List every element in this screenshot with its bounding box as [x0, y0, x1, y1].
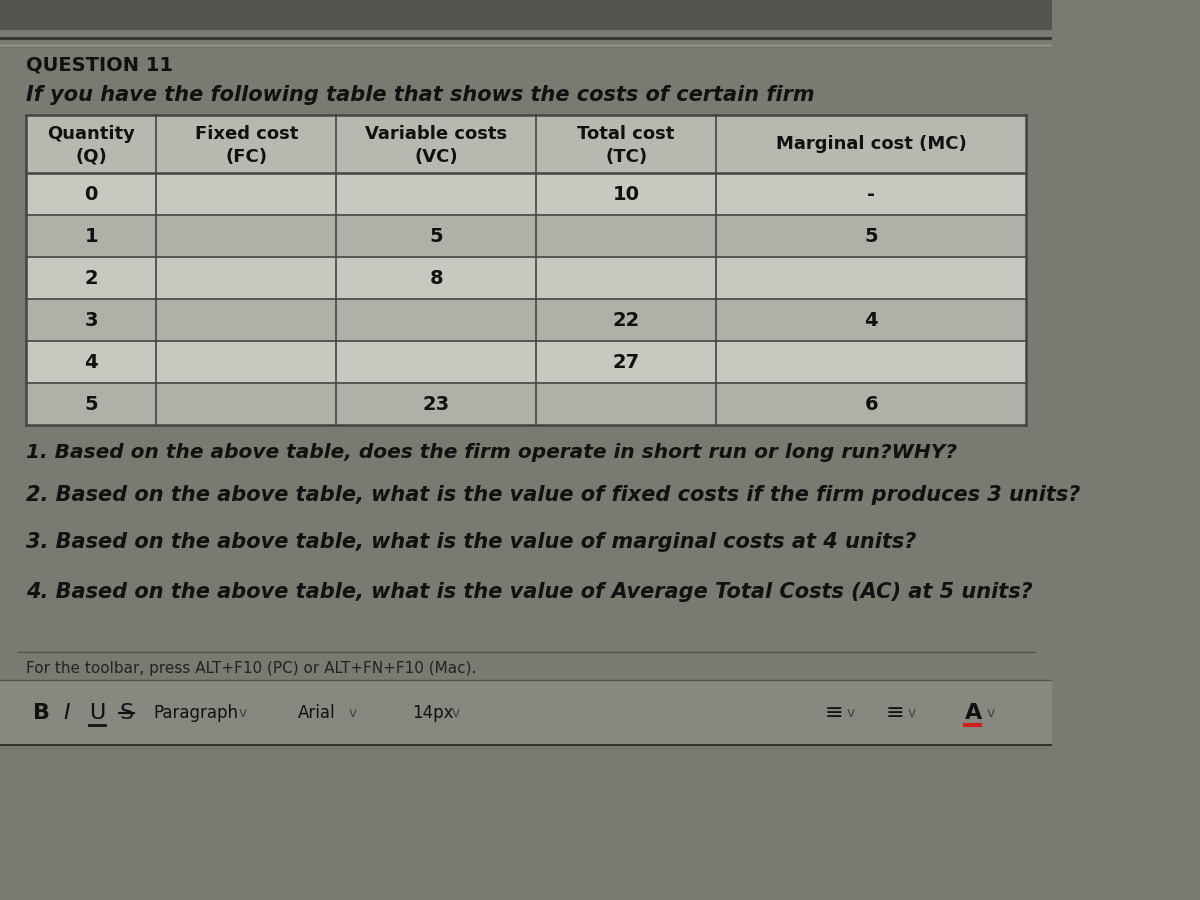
Text: 4. Based on the above table, what is the value of Average Total Costs (AC) at 5 : 4. Based on the above table, what is the… — [26, 582, 1033, 602]
Text: v: v — [846, 706, 854, 720]
Bar — [0, 0, 1052, 30]
Text: 1: 1 — [84, 227, 98, 246]
Text: 27: 27 — [613, 353, 640, 372]
Text: (FC): (FC) — [226, 148, 268, 166]
Bar — [0, 680, 1052, 745]
Bar — [26, 299, 1026, 341]
Text: 8: 8 — [430, 268, 443, 287]
Text: 14px: 14px — [412, 704, 454, 722]
Bar — [26, 115, 1026, 173]
Text: -: - — [868, 184, 875, 203]
Text: Fixed cost: Fixed cost — [194, 125, 298, 143]
Bar — [26, 383, 1026, 425]
Text: (VC): (VC) — [414, 148, 458, 166]
Text: 2: 2 — [84, 268, 98, 287]
Text: 22: 22 — [612, 310, 640, 329]
Text: B: B — [34, 703, 50, 723]
Text: 4: 4 — [864, 310, 878, 329]
Text: v: v — [451, 706, 460, 720]
Bar — [26, 173, 1026, 215]
Text: A: A — [965, 703, 982, 723]
Text: v: v — [348, 706, 356, 720]
Text: For the toolbar, press ALT+F10 (PC) or ALT+FN+F10 (Mac).: For the toolbar, press ALT+F10 (PC) or A… — [26, 661, 476, 676]
Text: 5: 5 — [430, 227, 443, 246]
Text: QUESTION 11: QUESTION 11 — [26, 56, 173, 75]
Text: Arial: Arial — [298, 704, 336, 722]
Text: Paragraph: Paragraph — [154, 704, 239, 722]
Text: If you have the following table that shows the costs of certain firm: If you have the following table that sho… — [26, 85, 815, 105]
Text: 5: 5 — [84, 394, 98, 413]
Text: U: U — [90, 703, 106, 723]
Text: (Q): (Q) — [76, 148, 107, 166]
Text: v: v — [239, 706, 247, 720]
Bar — [26, 341, 1026, 383]
Text: ≡: ≡ — [824, 703, 842, 723]
Text: 2. Based on the above table, what is the value of fixed costs if the firm produc: 2. Based on the above table, what is the… — [26, 485, 1081, 505]
Text: Quantity: Quantity — [47, 125, 136, 143]
Text: 3. Based on the above table, what is the value of marginal costs at 4 units?: 3. Based on the above table, what is the… — [26, 532, 917, 552]
Text: v: v — [986, 706, 995, 720]
Text: 1. Based on the above table, does the firm operate in short run or long run?​WHY: 1. Based on the above table, does the fi… — [26, 443, 958, 462]
Bar — [26, 215, 1026, 257]
Text: Variable costs: Variable costs — [365, 125, 508, 143]
Text: I: I — [64, 703, 70, 723]
Text: v: v — [907, 706, 916, 720]
Text: 4: 4 — [84, 353, 98, 372]
Bar — [26, 257, 1026, 299]
Text: Total cost: Total cost — [577, 125, 674, 143]
Text: 10: 10 — [613, 184, 640, 203]
Text: Marginal cost (MC): Marginal cost (MC) — [775, 135, 966, 153]
Text: S: S — [119, 703, 133, 723]
Text: 0: 0 — [85, 184, 98, 203]
Text: 3: 3 — [84, 310, 98, 329]
Text: 6: 6 — [864, 394, 878, 413]
Text: 5: 5 — [864, 227, 878, 246]
Text: ≡: ≡ — [886, 703, 905, 723]
Text: (TC): (TC) — [605, 148, 647, 166]
Text: 23: 23 — [422, 394, 450, 413]
